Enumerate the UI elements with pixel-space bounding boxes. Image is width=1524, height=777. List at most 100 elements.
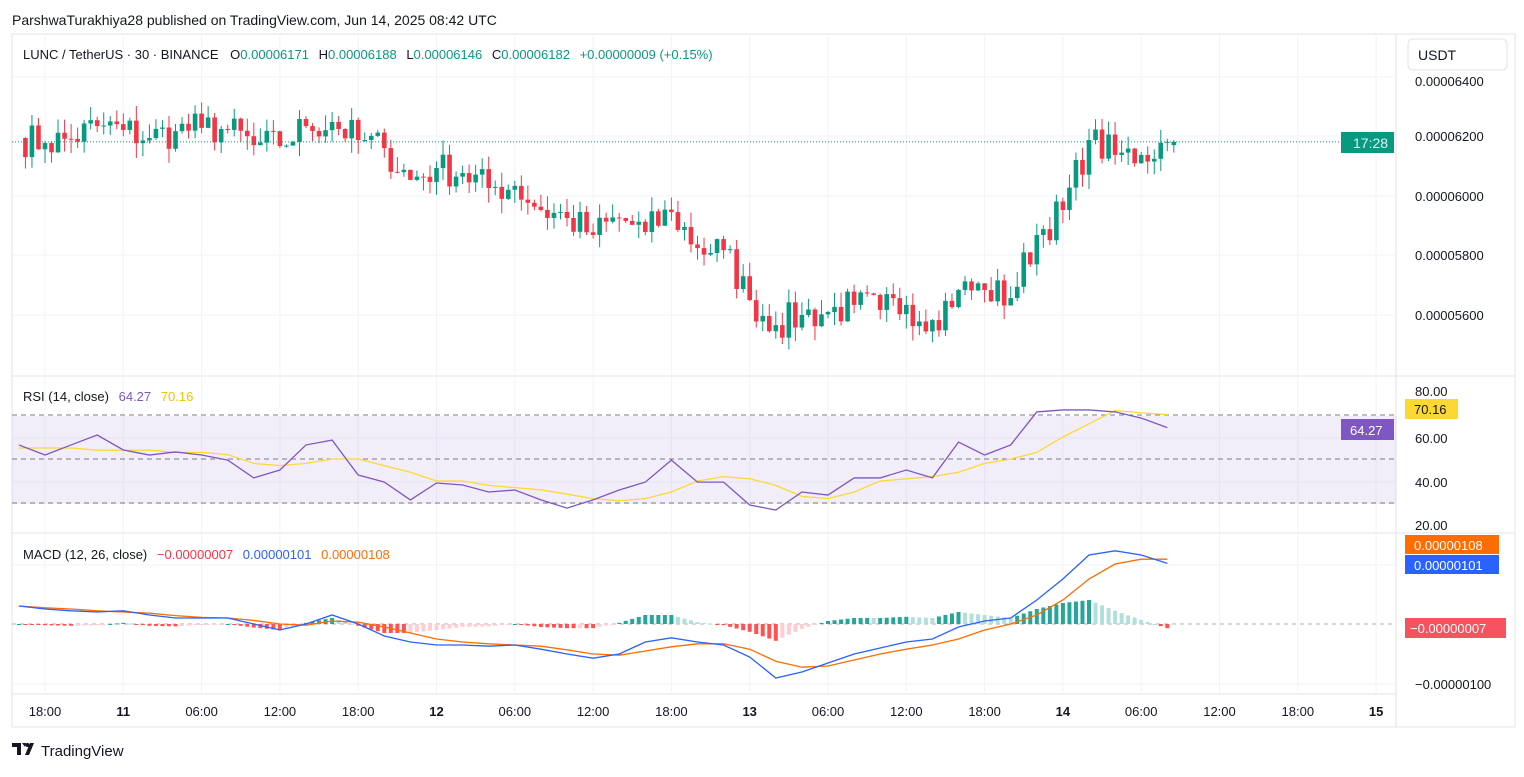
macd-histogram-bar bbox=[1139, 619, 1144, 624]
candle-body bbox=[107, 121, 113, 126]
macd-histogram-bar bbox=[473, 624, 478, 627]
rsi-pane[interactable] bbox=[18, 409, 1168, 511]
macd-histogram-bar bbox=[140, 624, 145, 626]
macd-histogram-bar bbox=[1113, 610, 1118, 624]
macd-histogram-bar bbox=[62, 624, 67, 626]
candle-body bbox=[688, 226, 694, 245]
currency-button-label[interactable]: USDT bbox=[1418, 47, 1457, 63]
macd-histogram-bar bbox=[225, 624, 230, 625]
candle-body bbox=[975, 283, 981, 291]
candle-body bbox=[225, 128, 230, 130]
macd-histogram-bar bbox=[884, 617, 889, 624]
macd-histogram-bar bbox=[904, 616, 909, 624]
macd-histogram-bar bbox=[82, 624, 87, 626]
candle-body bbox=[545, 209, 550, 218]
macd-histogram-bar bbox=[858, 618, 863, 624]
candle-body bbox=[766, 315, 772, 332]
candle-body bbox=[1119, 152, 1124, 155]
rsi-tag: 64.27 bbox=[1341, 419, 1394, 440]
candle-body bbox=[297, 119, 302, 142]
candle-body bbox=[179, 123, 185, 132]
macd-histogram-bar bbox=[75, 624, 80, 626]
candle-body bbox=[721, 239, 726, 251]
time-tick: 06:00 bbox=[812, 704, 845, 719]
macd-histogram-bar bbox=[963, 612, 968, 624]
macd-histogram-bar bbox=[662, 615, 667, 624]
macd-legend: MACD (12, 26, close) −0.00000007 0.00000… bbox=[23, 547, 390, 562]
macd-histogram-bar bbox=[1145, 621, 1150, 624]
svg-text:0.00000101: 0.00000101 bbox=[1414, 558, 1483, 573]
macd-histogram-bar bbox=[147, 624, 152, 626]
macd-histogram-bar bbox=[101, 624, 106, 625]
macd-histogram-bar bbox=[982, 615, 987, 624]
macd-histogram-bar bbox=[649, 615, 654, 624]
rsi-line bbox=[18, 409, 1168, 511]
candle-body bbox=[701, 248, 707, 255]
histogram-tag: −0.00000007 bbox=[1405, 618, 1506, 638]
candle-body bbox=[173, 131, 178, 149]
candle-body bbox=[786, 302, 792, 338]
macd-histogram-bar bbox=[591, 624, 596, 629]
candle-body bbox=[669, 209, 674, 213]
candle-body bbox=[858, 292, 863, 305]
candle-body bbox=[597, 217, 602, 235]
macd-histogram-bar bbox=[499, 624, 504, 626]
macd-histogram-bar bbox=[956, 612, 961, 624]
macd-tick: −0.00000100 bbox=[1415, 677, 1491, 692]
time-axis[interactable]: 18:00 11 06:00 12:00 18:00 12 06:00 12:00 18:00 1… bbox=[29, 704, 1384, 719]
candle-body bbox=[121, 124, 126, 130]
rsi-ma-tag: 70.16 bbox=[1405, 399, 1458, 419]
macd-histogram-bar bbox=[180, 624, 185, 626]
macd-histogram-bar bbox=[845, 618, 850, 624]
candle-body bbox=[251, 136, 257, 146]
candle-body bbox=[793, 302, 798, 328]
candle-body bbox=[603, 217, 609, 222]
candle-body bbox=[1106, 134, 1111, 159]
price-axis[interactable]: 0.00006400 0.00006200 0.00006000 0.00005… bbox=[1415, 74, 1491, 692]
macd-histogram-bar bbox=[1119, 613, 1124, 624]
macd-histogram-bar bbox=[238, 624, 243, 626]
macd-histogram-bar bbox=[49, 624, 54, 626]
currency-button[interactable] bbox=[1407, 38, 1508, 71]
candle-body bbox=[160, 127, 165, 129]
candles[interactable] bbox=[23, 102, 1177, 350]
rsi-tick: 40.00 bbox=[1415, 475, 1448, 490]
candle-body bbox=[760, 315, 766, 322]
macd-histogram-bar bbox=[1152, 624, 1157, 625]
price-tick: 0.00005800 bbox=[1415, 248, 1484, 263]
macd-histogram-bar bbox=[1054, 604, 1059, 624]
candle-body bbox=[75, 138, 80, 142]
candle-body bbox=[864, 292, 870, 294]
candle-body bbox=[747, 276, 752, 301]
candle-body bbox=[904, 304, 909, 315]
macd-histogram-bar bbox=[891, 617, 896, 624]
macd-histogram-bar bbox=[36, 624, 41, 625]
time-tick: 11 bbox=[116, 704, 130, 719]
candle-body bbox=[192, 113, 198, 131]
candle-body bbox=[806, 309, 811, 315]
candle-body bbox=[649, 211, 655, 232]
macd-histogram-bar bbox=[1126, 615, 1131, 624]
candle-body bbox=[42, 143, 48, 150]
candle-body bbox=[930, 320, 935, 332]
macd-histogram-bar bbox=[943, 615, 948, 624]
macd-histogram-bar bbox=[166, 624, 171, 627]
candle-body bbox=[88, 120, 93, 124]
macd-histogram-bar bbox=[206, 624, 211, 625]
macd-histogram-bar bbox=[88, 624, 93, 626]
macd-histogram-bar bbox=[251, 624, 256, 628]
candle-body bbox=[1054, 201, 1059, 241]
candle-body bbox=[995, 280, 1000, 302]
macd-histogram-bar bbox=[343, 621, 348, 624]
candle-body bbox=[336, 121, 341, 130]
macd-histogram-bar bbox=[865, 618, 870, 624]
candle-body bbox=[329, 121, 335, 131]
price-tick: 0.00005600 bbox=[1415, 308, 1484, 323]
macd-histogram-bar bbox=[773, 624, 778, 641]
macd-histogram-bar bbox=[427, 624, 432, 631]
macd-histogram-bar bbox=[721, 624, 726, 626]
macd-histogram-bar bbox=[212, 624, 217, 625]
candle-body bbox=[271, 130, 276, 132]
macd-pane[interactable] bbox=[16, 550, 1170, 679]
